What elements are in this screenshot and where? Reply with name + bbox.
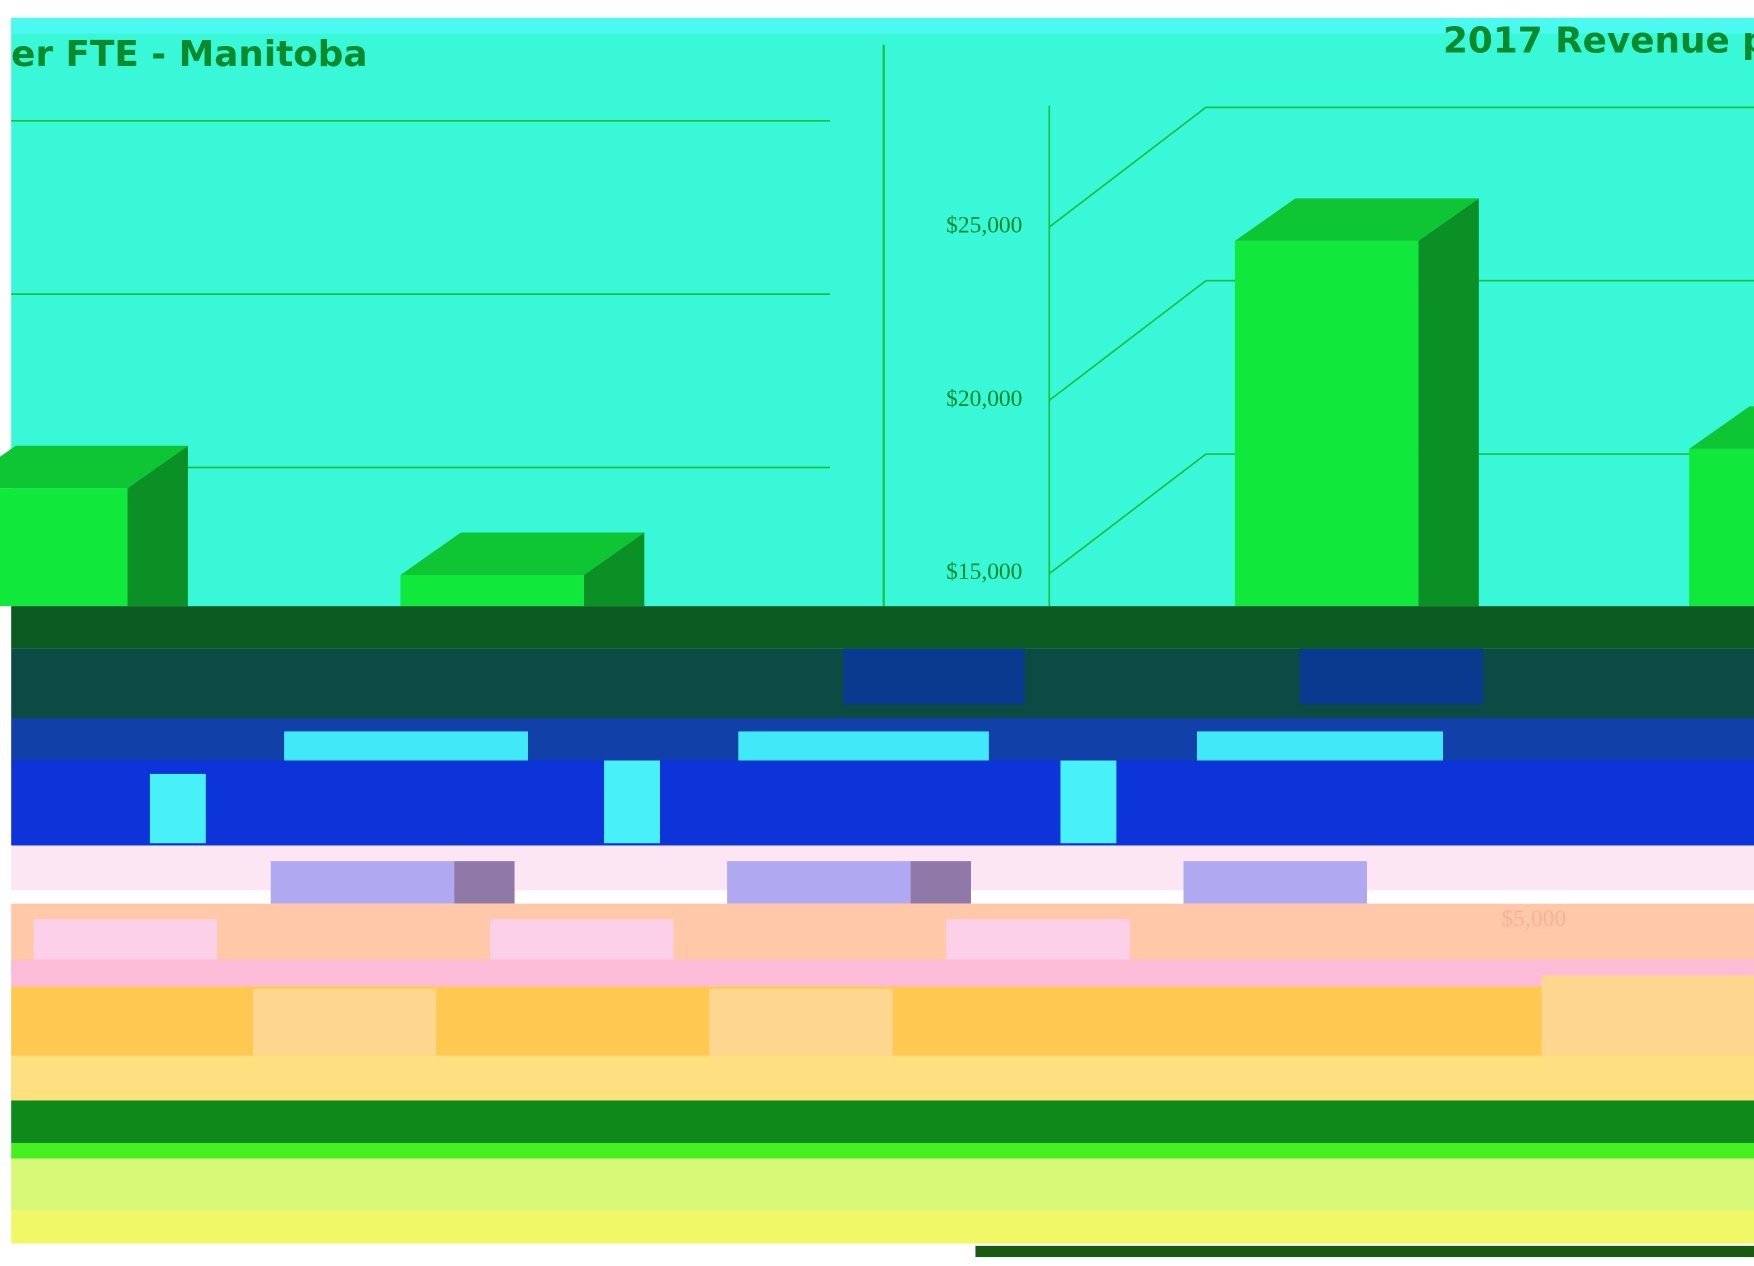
chart-title: 2017 Revenue pe: [1443, 21, 1754, 62]
glitch-band: [11, 1056, 1754, 1101]
glitch-block: [454, 861, 514, 903]
screenshot: er FTE - Manitoba 2017 Revenue pe $5,000 $1…: [0, 0, 1754, 1266]
glitch-block: [1541, 975, 1754, 1056]
glitch-block: [34, 919, 217, 959]
glitch-block: [1184, 861, 1367, 903]
glitch-band: [11, 1159, 1754, 1210]
glitch-block: [1300, 649, 1483, 705]
glitch-overlay: [11, 606, 1754, 1257]
glitch-band: [975, 1246, 1754, 1257]
page: {"chart_data": [ {"type": "bar", "title"…: [0, 0, 1754, 1266]
glitch-block: [253, 989, 436, 1056]
glitch-block: [843, 649, 1024, 705]
y-tick-label: $5,000: [1502, 906, 1567, 932]
glitch-block: [284, 731, 528, 760]
glitch-block: [1060, 760, 1116, 843]
glitch-block: [1197, 731, 1443, 760]
glitch-band: [11, 960, 1754, 987]
glitch-band: [11, 1100, 1754, 1142]
glitch-block: [946, 919, 1129, 959]
glitch-band: [11, 1210, 1754, 1244]
chart-title: er FTE - Manitoba: [11, 34, 367, 75]
y-tick-label: $15,000: [946, 559, 1022, 585]
glitch-block: [727, 861, 910, 903]
glitch-block: [150, 774, 206, 843]
glitch-band: [11, 760, 1754, 845]
glitch-block: [490, 919, 673, 959]
glitch-block: [709, 989, 892, 1056]
glitch-block: [911, 861, 971, 903]
glitch-band: [11, 1143, 1754, 1159]
glitch-block: [604, 760, 660, 843]
glitch-block: [738, 731, 989, 760]
y-tick-label: $20,000: [946, 386, 1022, 412]
glitch-block: [271, 861, 454, 903]
y-tick-label: $25,000: [946, 212, 1022, 238]
glitch-band: [11, 606, 1754, 648]
